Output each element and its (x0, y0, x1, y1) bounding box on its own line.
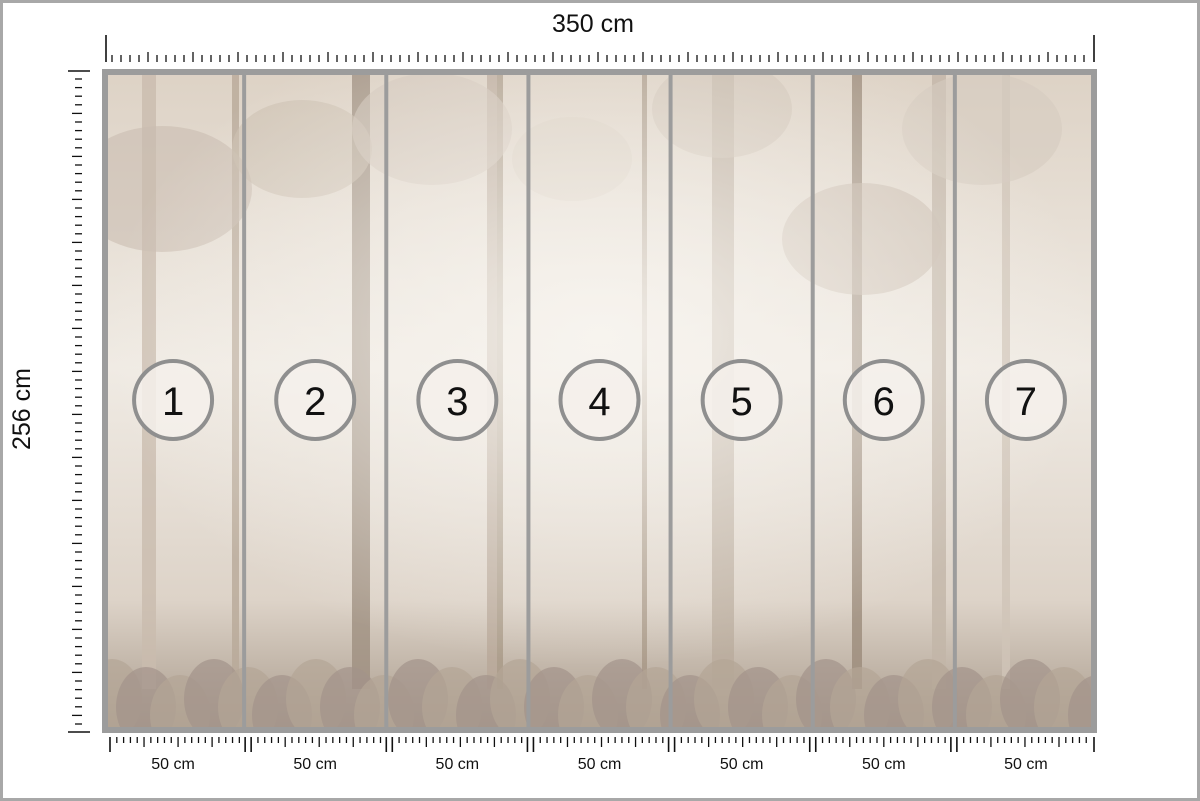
panel-number: 2 (304, 380, 326, 424)
panel-badge-ring (558, 359, 641, 441)
panel-number: 7 (1015, 380, 1037, 424)
panel-width-label: 50 cm (435, 756, 480, 773)
panel-badge (702, 361, 781, 439)
width-label: 350 cm (552, 10, 634, 38)
panel-number: 5 (731, 380, 753, 424)
panel-width-label: 50 cm (577, 756, 622, 773)
panel-width-label: 50 cm (719, 756, 764, 773)
panel-badge-ring (842, 359, 925, 441)
panel-badge (134, 361, 213, 439)
panel-number: 1 (162, 380, 184, 424)
panel-badge (560, 361, 639, 439)
panel-badge-ring (700, 359, 783, 441)
panel-badge-ring (132, 359, 215, 441)
panel-badge (986, 361, 1065, 439)
panel-width-label: 50 cm (151, 756, 195, 773)
panel-badge (276, 361, 355, 439)
panel-number: 6 (873, 380, 895, 424)
panel-badge (418, 361, 497, 439)
panel-badge-ring (416, 359, 499, 441)
panel-badge (844, 361, 923, 439)
panel-number: 4 (588, 380, 610, 424)
panel-number: 3 (446, 380, 468, 424)
panel-width-label: 50 cm (293, 756, 337, 773)
panel-width-label: 50 cm (861, 756, 906, 773)
mural-frame (102, 69, 1097, 733)
panel-badge-ring (984, 359, 1067, 441)
wallpaper-mural: 1 2 3 4 5 6 7 (102, 69, 1097, 733)
panel-badge-ring (274, 359, 357, 441)
panel-width-label: 50 cm (1004, 756, 1048, 773)
